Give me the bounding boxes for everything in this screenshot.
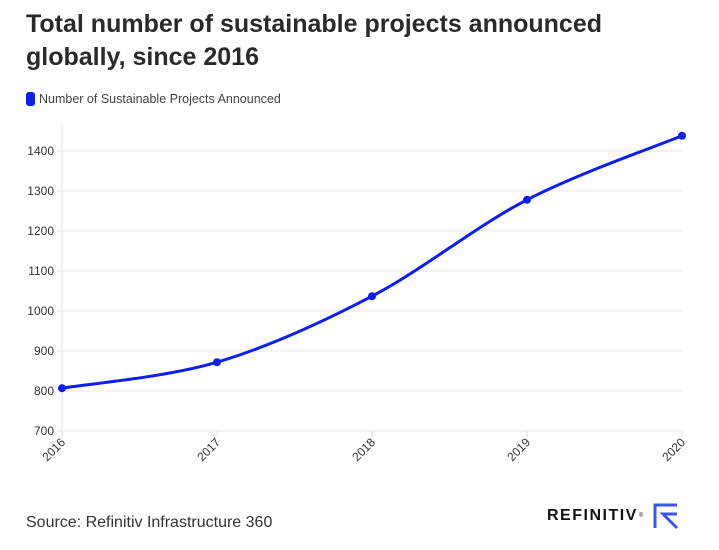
logo-registered-mark: ® [638, 513, 644, 519]
y-tick-label: 1200 [27, 224, 54, 238]
gridlines [57, 122, 682, 437]
y-tick-label: 900 [34, 344, 54, 358]
refinitiv-r-icon [653, 503, 679, 530]
data-point [523, 195, 531, 204]
x-tick-label: 2019 [504, 435, 533, 464]
series-line [61, 134, 683, 390]
data-point [678, 131, 686, 140]
legend-swatch [26, 92, 35, 106]
y-tick-label: 1300 [27, 184, 54, 198]
y-axis: 700 800 900 1000 1100 1200 1300 1400 [27, 144, 54, 438]
legend[interactable]: Number of Sustainable Projects Announced [26, 92, 281, 106]
series [58, 131, 686, 393]
x-tick-label: 2020 [659, 435, 688, 464]
legend-label: Number of Sustainable Projects Announced [39, 92, 281, 106]
data-point [213, 358, 221, 367]
y-tick-label: 700 [34, 424, 54, 438]
y-tick-label: 1100 [28, 264, 54, 278]
data-point [368, 292, 376, 301]
x-tick-label: 2017 [194, 435, 223, 464]
y-tick-label: 1400 [27, 144, 54, 158]
logo-text: REFINITIV [547, 507, 638, 524]
data-point [58, 384, 66, 393]
x-tick-label: 2018 [349, 435, 378, 464]
chart-title: Total number of sustainable projects ann… [26, 10, 603, 71]
y-tick-label: 800 [34, 384, 54, 398]
source-note: Source: Refinitiv Infrastructure 360 [26, 514, 273, 531]
x-tick-label: 2016 [39, 435, 68, 464]
x-axis: 2016 2017 2018 2019 2020 [39, 431, 688, 464]
refinitiv-logo: REFINITIV ® [547, 502, 681, 530]
y-tick-label: 1000 [27, 304, 54, 318]
